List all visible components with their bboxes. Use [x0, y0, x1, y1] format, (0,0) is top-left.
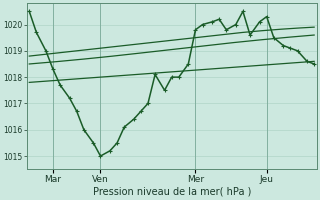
X-axis label: Pression niveau de la mer( hPa ): Pression niveau de la mer( hPa ): [92, 187, 251, 197]
